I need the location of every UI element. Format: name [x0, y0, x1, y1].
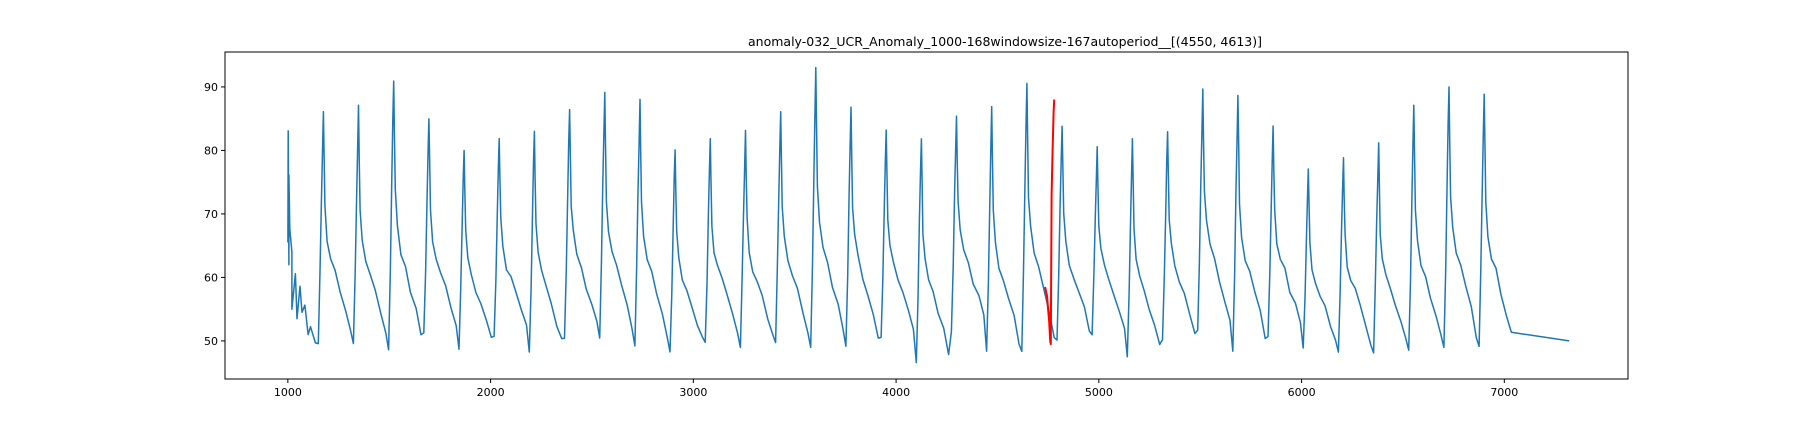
y-tick-label: 60 [204, 271, 218, 284]
x-tick-label: 2000 [477, 386, 505, 399]
x-tick-label: 3000 [679, 386, 707, 399]
plot-frame [224, 51, 1629, 380]
x-tick-label: 6000 [1288, 386, 1316, 399]
y-tick-label: 50 [204, 335, 218, 348]
x-tick-label: 1000 [274, 386, 302, 399]
series-line-anomaly [1044, 99, 1056, 346]
chart-title: anomaly-032_UCR_Anomaly_1000-168windowsi… [748, 34, 1262, 49]
y-tick-label: 70 [204, 208, 218, 221]
y-tick-label: 90 [204, 81, 218, 94]
plot-area [287, 66, 1570, 364]
x-tick-label: 4000 [882, 386, 910, 399]
x-tick-label: 7000 [1490, 386, 1518, 399]
y-tick-label: 80 [204, 144, 218, 157]
axes: 1000 2000 3000 4000 5000 6000 7000 50 60 70 80 90 [204, 51, 1629, 399]
series-line-main [287, 66, 1570, 364]
x-tick-label: 5000 [1085, 386, 1113, 399]
